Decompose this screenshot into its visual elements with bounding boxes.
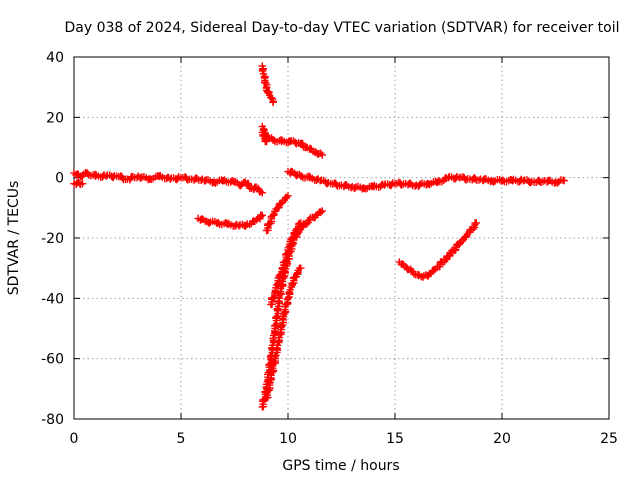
data-segment bbox=[258, 128, 271, 146]
data-point-markers bbox=[194, 211, 266, 230]
y-tick-label: -40 bbox=[41, 291, 64, 307]
x-tick-label: 5 bbox=[177, 431, 186, 447]
data-point-markers bbox=[70, 178, 87, 189]
x-axis-label: GPS time / hours bbox=[282, 458, 399, 474]
data-segment bbox=[284, 167, 568, 193]
y-tick-label: 0 bbox=[55, 171, 64, 187]
y-axis-label: SDTVAR / TECUs bbox=[6, 181, 22, 296]
y-tick-label: -80 bbox=[41, 412, 64, 428]
data-points bbox=[70, 62, 568, 411]
data-segment bbox=[194, 211, 266, 230]
data-segment bbox=[267, 219, 305, 309]
x-tick-label: 10 bbox=[279, 431, 297, 447]
data-segment bbox=[262, 264, 305, 402]
data-segment bbox=[258, 62, 277, 106]
data-point-markers bbox=[395, 219, 480, 281]
x-tick-label: 25 bbox=[600, 431, 618, 447]
data-point-markers bbox=[258, 128, 271, 146]
x-tick-label: 0 bbox=[70, 431, 79, 447]
data-point-markers bbox=[70, 168, 266, 197]
data-segment bbox=[70, 168, 266, 197]
data-point-markers bbox=[284, 167, 568, 193]
data-segment bbox=[258, 122, 326, 159]
y-tick-label: -20 bbox=[41, 231, 64, 247]
y-tick-label: -60 bbox=[41, 352, 64, 368]
data-segment bbox=[395, 219, 480, 281]
data-point-markers bbox=[267, 219, 305, 309]
chart-title: Day 038 of 2024, Sidereal Day-to-day VTE… bbox=[64, 20, 619, 36]
y-tick-labels: -80 -60 -40 -20 0 20 40 bbox=[41, 50, 64, 428]
y-tick-label: 40 bbox=[46, 50, 64, 66]
data-segment bbox=[70, 178, 87, 189]
y-tick-label: 20 bbox=[46, 110, 64, 126]
data-point-markers bbox=[262, 264, 305, 402]
axis-ticks bbox=[73, 56, 610, 420]
data-point-markers bbox=[262, 192, 292, 235]
x-tick-labels: 0 5 10 15 20 25 bbox=[70, 431, 618, 447]
x-tick-label: 15 bbox=[386, 431, 404, 447]
x-tick-label: 20 bbox=[493, 431, 511, 447]
data-segment bbox=[262, 192, 292, 235]
data-point-markers bbox=[258, 122, 326, 159]
data-point-markers bbox=[258, 62, 277, 106]
